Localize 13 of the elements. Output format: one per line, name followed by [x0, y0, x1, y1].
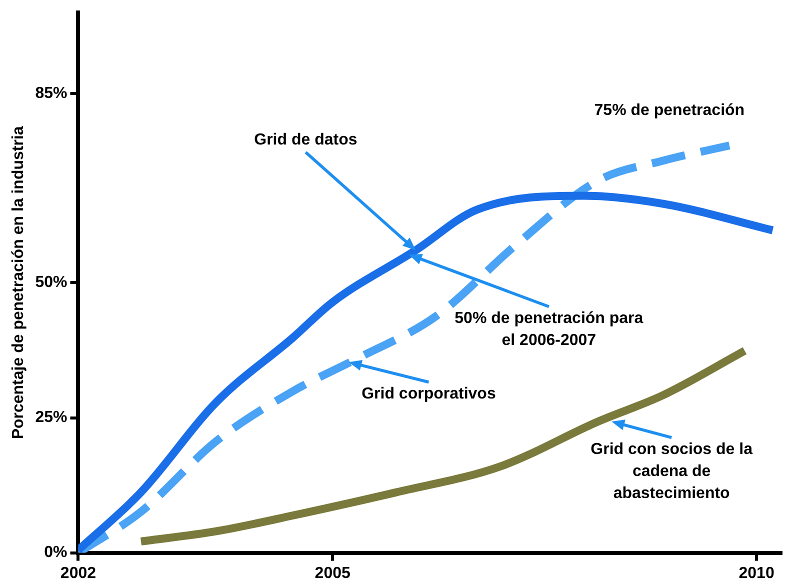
y-tick-label: 85% — [35, 85, 68, 102]
annotation: 50% de penetración para el 2006-2007 — [454, 310, 644, 350]
y-tick-label: 50% — [35, 274, 68, 292]
annotation: Grid con socios de la cadena de abastecimiento — [590, 440, 753, 502]
y-tick-label: 0% — [44, 544, 68, 562]
x-tick-label: 2010 — [738, 564, 774, 582]
annotation: 75% de penetración — [594, 102, 745, 119]
x-tick-label: 2005 — [314, 564, 350, 582]
annotation: Grid corporativos — [362, 386, 496, 403]
y-tick-label: 25% — [35, 409, 68, 426]
y-axis-title: Porcentaje de penetración en la industria — [10, 126, 28, 440]
x-tick-label: 2002 — [60, 564, 96, 582]
annotation: Grid de datos — [254, 132, 358, 149]
